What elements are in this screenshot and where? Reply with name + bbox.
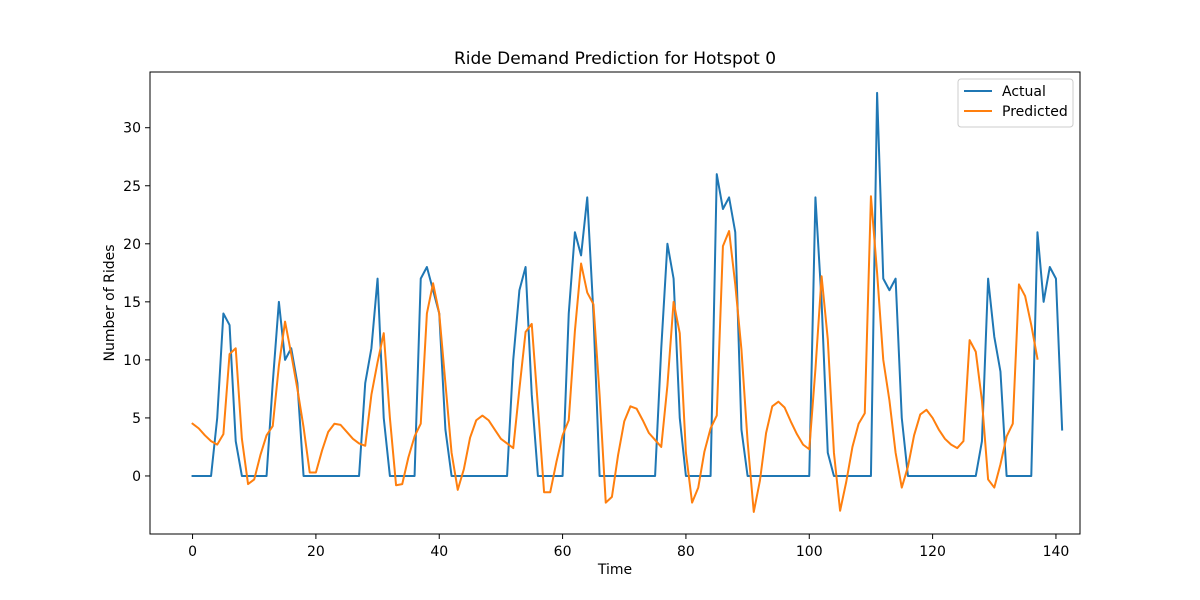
x-tick-label: 40 bbox=[430, 544, 448, 560]
x-tick-label: 120 bbox=[919, 544, 946, 560]
y-tick-label: 10 bbox=[123, 353, 141, 369]
series-line-predicted bbox=[191, 195, 1039, 513]
y-tick-label: 25 bbox=[123, 179, 141, 195]
y-tick-label: 5 bbox=[132, 411, 141, 427]
legend: Actual Predicted bbox=[957, 78, 1074, 128]
y-axis-label: Number of Rides bbox=[102, 244, 118, 361]
x-axis-label: Time bbox=[597, 562, 632, 578]
x-tick-label: 100 bbox=[796, 544, 823, 560]
y-tick-label: 20 bbox=[123, 237, 141, 253]
x-tick-label: 60 bbox=[554, 544, 572, 560]
y-tick-label: 15 bbox=[123, 295, 141, 311]
x-axis: 0 20 40 60 80 100 120 140 bbox=[188, 534, 1069, 560]
legend-label-actual: Actual bbox=[1002, 84, 1046, 100]
y-axis: 0 5 10 15 20 25 30 bbox=[123, 121, 150, 485]
legend-label-predicted: Predicted bbox=[1002, 104, 1068, 120]
y-tick-label: 0 bbox=[132, 469, 141, 485]
series-line-actual bbox=[191, 91, 1064, 477]
chart-title: Ride Demand Prediction for Hotspot 0 bbox=[454, 49, 776, 69]
x-tick-label: 0 bbox=[188, 544, 197, 560]
x-tick-label: 140 bbox=[1043, 544, 1070, 560]
y-tick-label: 30 bbox=[123, 121, 141, 137]
x-tick-label: 80 bbox=[677, 544, 695, 560]
plot-area bbox=[191, 91, 1064, 513]
x-tick-label: 20 bbox=[307, 544, 325, 560]
plot-frame bbox=[149, 71, 1081, 535]
